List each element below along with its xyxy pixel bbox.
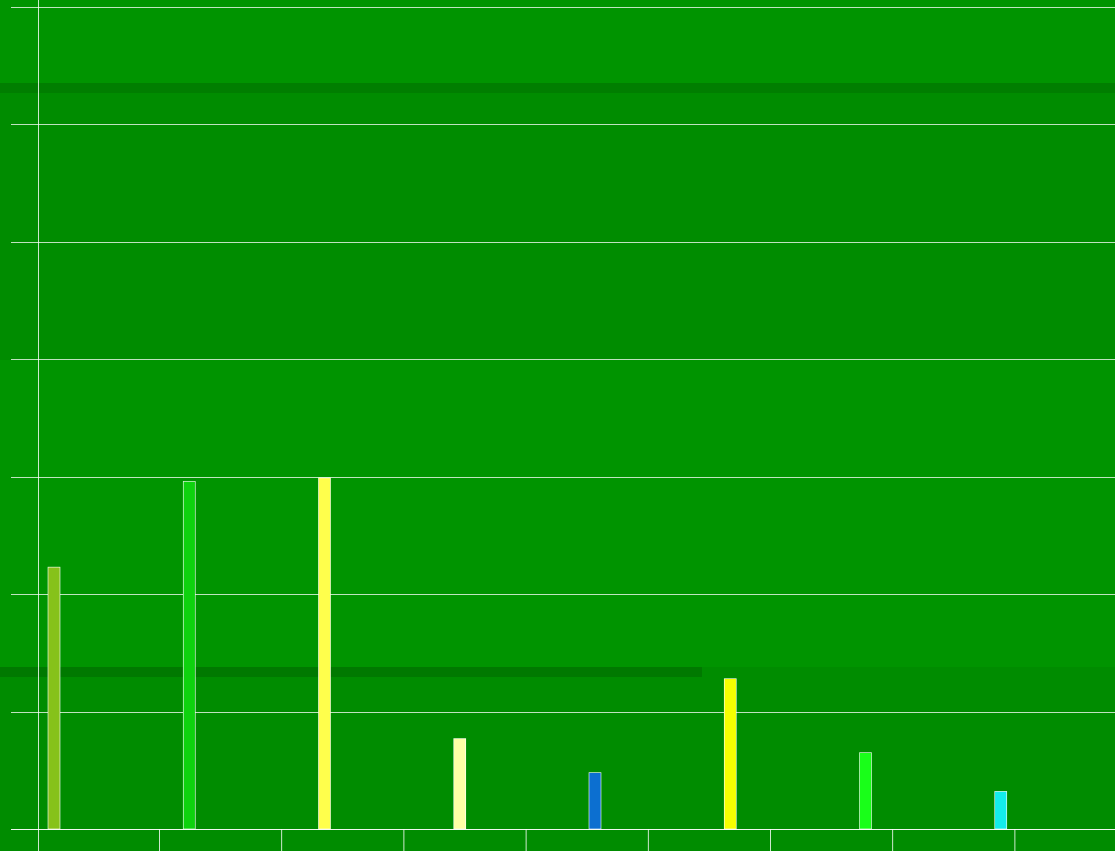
- bar: [182, 481, 196, 830]
- background-band-top: [0, 0, 1115, 83]
- background-shadow-middle: [0, 667, 702, 677]
- bar: [994, 791, 1008, 830]
- background-band-middle: [0, 360, 1115, 667]
- bar: [453, 738, 467, 830]
- bar: [723, 678, 737, 830]
- bar: [47, 566, 61, 830]
- bars: [47, 477, 1008, 830]
- bar: [588, 772, 602, 830]
- bar: [859, 752, 872, 830]
- bar: [318, 477, 331, 830]
- background-shadow-top: [0, 83, 1115, 93]
- axes: [11, 0, 1115, 851]
